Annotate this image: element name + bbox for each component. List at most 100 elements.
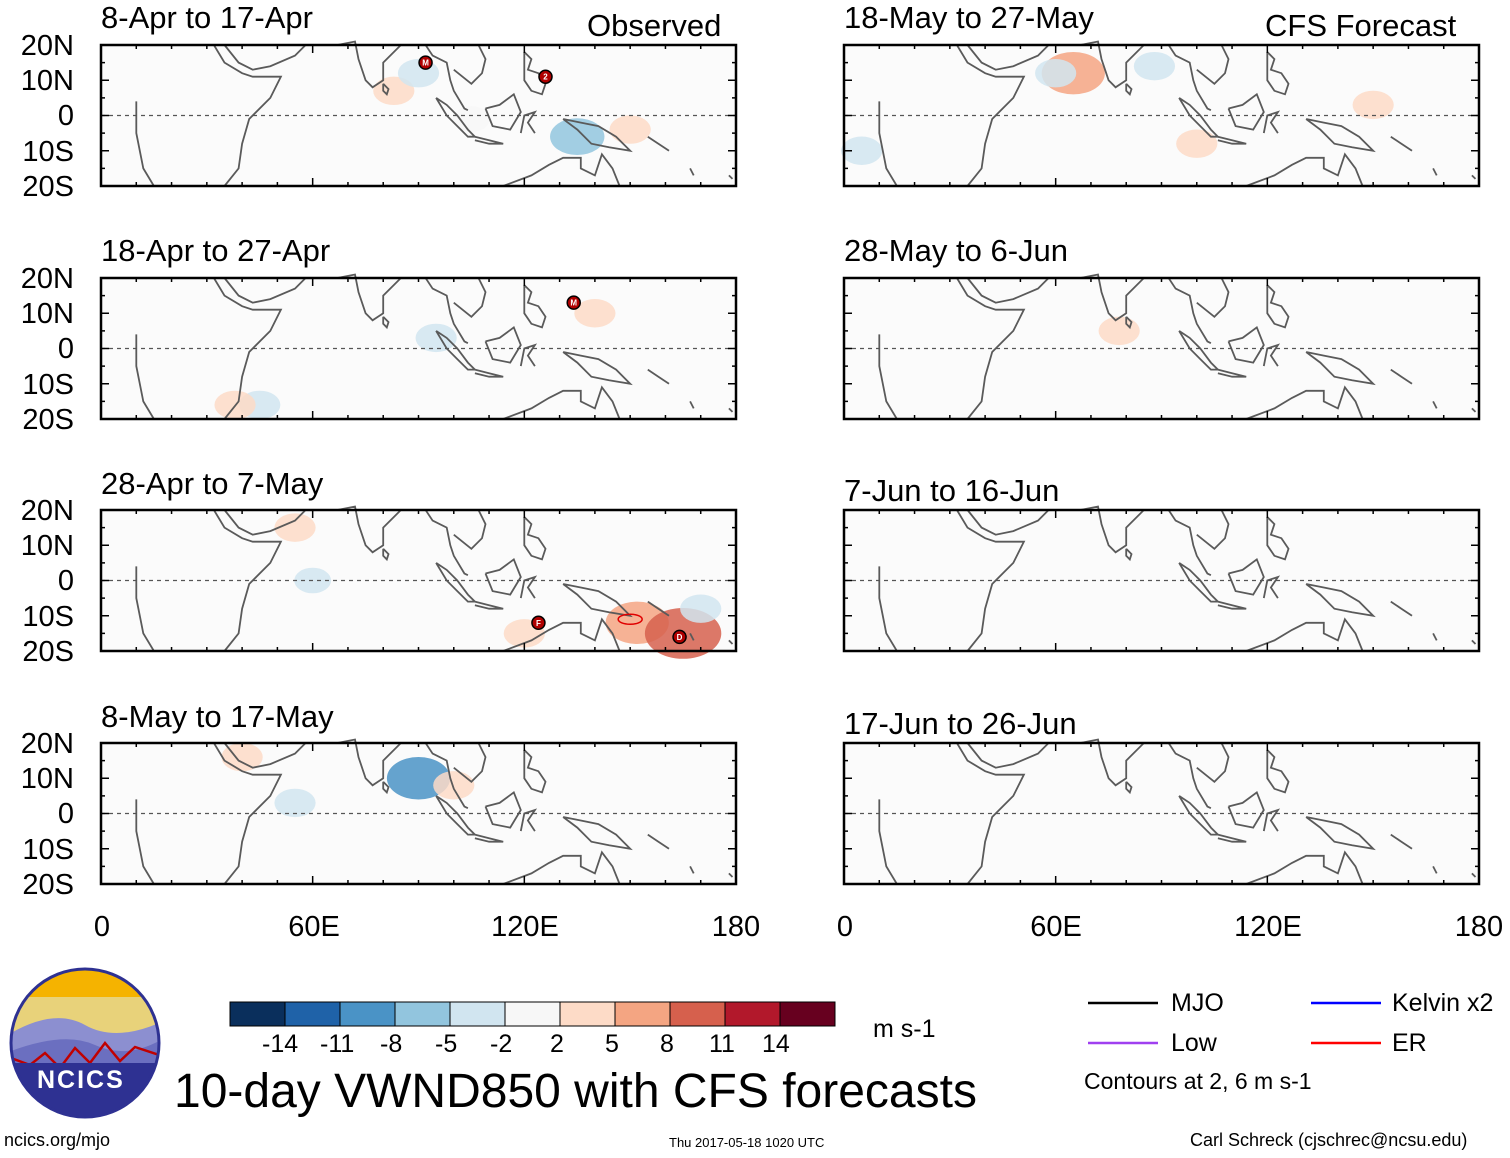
colorbar-tick: 14: [762, 1030, 790, 1058]
lon-label: 0: [93, 911, 111, 943]
lat-label: 0: [57, 333, 74, 365]
coastline: [382, 83, 390, 96]
coastline: [647, 135, 670, 152]
anomaly-blob: [1176, 129, 1218, 158]
lat-label: 10S: [22, 136, 74, 168]
coastline: [1227, 557, 1265, 596]
storm-marker-label: F: [536, 619, 541, 628]
coastline: [1471, 872, 1477, 878]
coastline: [213, 742, 283, 885]
coastline: [647, 833, 670, 850]
coastline: [647, 368, 670, 385]
lat-label: 10N: [20, 530, 74, 562]
coastline: [484, 557, 522, 596]
coastline: [1217, 600, 1247, 610]
coastline: [1432, 865, 1438, 874]
coastline: [1305, 118, 1376, 153]
coastline: [453, 742, 487, 784]
coastline: [689, 865, 695, 874]
coastline: [474, 135, 504, 145]
coastline: [956, 509, 1026, 652]
lat-label: 20S: [22, 636, 74, 668]
colorbar-tick: -8: [380, 1030, 403, 1058]
panel-title-obs-2: 18-Apr to 27-Apr: [101, 233, 331, 268]
lat-label: 0: [57, 565, 74, 597]
footer-url[interactable]: ncics.org/mjo: [4, 1130, 111, 1150]
coastline: [1125, 781, 1133, 795]
legend-label-low: Low: [1171, 1029, 1217, 1057]
coastline: [411, 277, 469, 345]
colorbar-box: [724, 1001, 781, 1027]
coastline: [474, 833, 504, 843]
coastline: [956, 44, 1026, 187]
coastline: [1217, 135, 1247, 145]
panel-title-obs-1: 8-Apr to 17-Apr: [101, 0, 313, 35]
coastline: [1390, 833, 1413, 850]
coastline: [562, 816, 633, 851]
coastline: [689, 632, 695, 641]
coastline: [1432, 632, 1438, 641]
coastline: [562, 583, 633, 618]
coastline: [878, 334, 898, 420]
colorbar-tick: -14: [262, 1030, 299, 1058]
coastline: [728, 407, 734, 413]
coastline: [1196, 509, 1230, 551]
coastline: [1305, 816, 1376, 851]
lat-label: 20N: [20, 495, 74, 527]
coastline: [956, 742, 1026, 885]
coastline: [382, 548, 390, 562]
coastline: [1390, 135, 1413, 152]
coastline: [878, 799, 898, 885]
coastline: [519, 808, 538, 832]
coastline: [484, 92, 522, 131]
lon-label: 60E: [288, 911, 340, 943]
coastline: [1262, 110, 1281, 134]
coastline: [1154, 742, 1212, 810]
er-contour: [617, 613, 643, 626]
coastline: [1471, 407, 1477, 413]
storm-marker-label: M: [570, 299, 577, 308]
coastline: [728, 872, 734, 878]
colorbar-tick: -5: [435, 1030, 458, 1058]
lon-label: 120E: [1234, 911, 1302, 943]
lon-label: 0: [836, 911, 854, 943]
coastline: [519, 575, 538, 599]
lat-label: 20S: [22, 869, 74, 901]
coastline: [411, 509, 469, 577]
coastline: [728, 639, 734, 645]
colorbar-box: [504, 1001, 561, 1027]
anomaly-blob: [1035, 58, 1077, 88]
coastline: [562, 118, 633, 153]
coastline: [1227, 790, 1265, 829]
coastline: [1196, 44, 1230, 86]
coastline: [1432, 167, 1438, 176]
coastline: [484, 325, 522, 364]
colorbar-tick: -2: [490, 1030, 513, 1058]
main-title: 10-day VWND850 with CFS forecasts: [174, 1065, 977, 1118]
coastline: [411, 742, 469, 810]
coastline: [453, 277, 487, 319]
coastline: [135, 101, 155, 187]
anomaly-blob: [453, 106, 490, 132]
coastline: [213, 509, 283, 652]
panel-title-obs-3: 28-Apr to 7-May: [101, 466, 324, 501]
coastline: [1262, 343, 1281, 367]
coastline: [1245, 850, 1364, 885]
coastline: [223, 277, 307, 304]
coastline: [1217, 833, 1247, 843]
panel-title-fc-4: 17-Jun to 26-Jun: [844, 706, 1077, 741]
colorbar-box: [229, 1001, 286, 1027]
coastline: [1217, 368, 1247, 378]
coastline: [519, 343, 538, 367]
coastline: [453, 44, 487, 86]
lon-label: 180: [1454, 911, 1504, 943]
panel-title-fc-3: 7-Jun to 16-Jun: [844, 473, 1060, 508]
colorbar-tick: -11: [320, 1030, 355, 1058]
coastline: [484, 790, 522, 829]
coastline: [474, 600, 504, 610]
coastline: [502, 617, 621, 652]
legend-label-er: ER: [1392, 1029, 1427, 1057]
coastline: [689, 400, 695, 409]
anomaly-blob: [1098, 316, 1140, 346]
coastline: [1262, 575, 1281, 599]
